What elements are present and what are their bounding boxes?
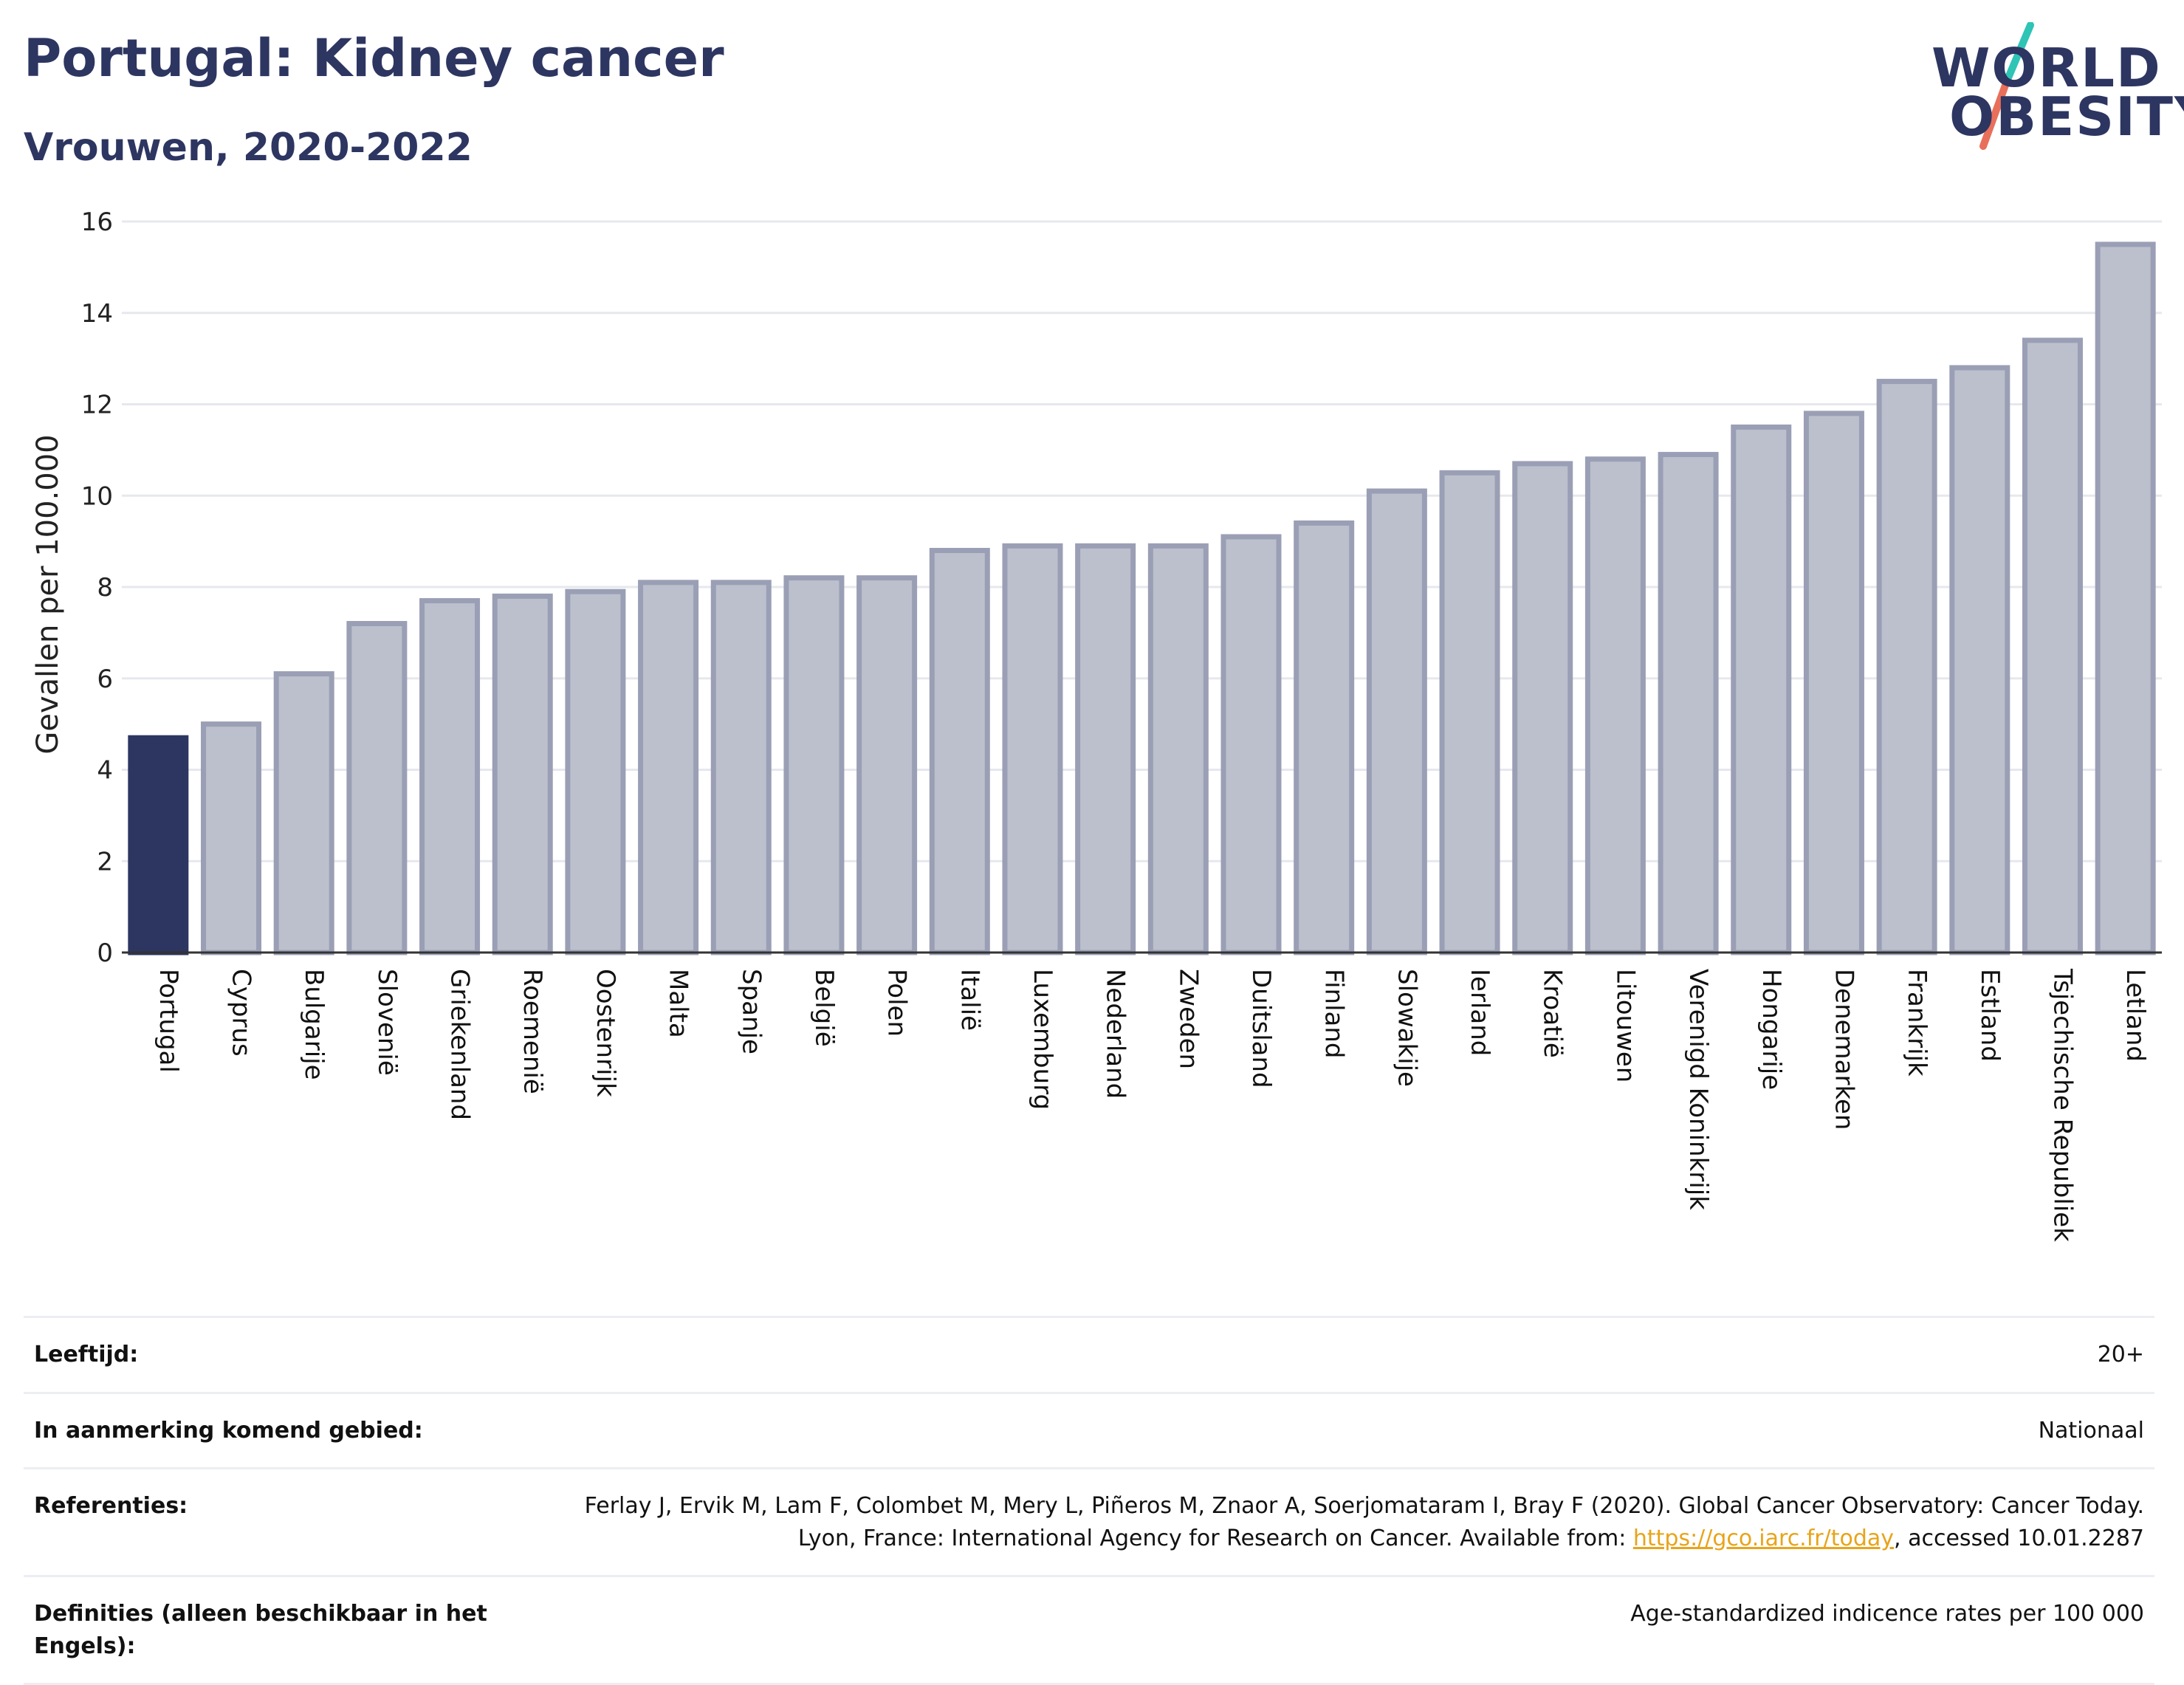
- meta-value: 20+: [2097, 1342, 2144, 1367]
- x-tick-label: Slowakije: [1392, 969, 1421, 1087]
- x-tick-label: Tsjechische Republiek: [2047, 968, 2077, 1242]
- meta-value: Age-standardized indicence rates per 100…: [1630, 1601, 2144, 1627]
- bar-spanje: [710, 580, 772, 955]
- bar-kroatië: [1512, 461, 1573, 955]
- meta-label: In aanmerking komend gebied:: [34, 1417, 423, 1444]
- meta-value: Nationaal: [2038, 1417, 2144, 1444]
- meta-label: Leeftijd:: [34, 1342, 139, 1367]
- world-obesity-logo: WORLD OBESITY: [1920, 22, 2184, 155]
- reference-accessed: , accessed 10.01.2287: [1894, 1525, 2144, 1551]
- bar-duitsland: [1220, 534, 1282, 955]
- y-tick-label: 6: [97, 665, 113, 694]
- reference-link[interactable]: https://gco.iarc.fr/today: [1632, 1525, 1895, 1551]
- x-axis-labels: Portugal Cyprus Bulgarije Slovenië Griekenla…: [154, 968, 2150, 1242]
- x-tick-label: Finland: [1319, 969, 1349, 1059]
- bar-cyprus: [201, 721, 262, 955]
- bar-slowakije: [1366, 488, 1427, 955]
- bar-hongarije: [1731, 424, 1792, 955]
- x-tick-label: Portugal: [154, 969, 183, 1073]
- x-tick-label: Spanje: [736, 969, 766, 1054]
- bar-estland: [1949, 365, 2010, 955]
- x-tick-label: Roemenië: [518, 969, 547, 1094]
- x-tick-label: Duitsland: [1246, 969, 1276, 1088]
- y-axis-title: Gevallen per 100.000: [31, 434, 65, 754]
- x-tick-label: Luxemburg: [1028, 969, 1057, 1110]
- x-tick-label: Kroatië: [1538, 969, 1567, 1058]
- bar-slovenië: [346, 621, 408, 955]
- y-tick-label: 16: [81, 207, 113, 237]
- x-tick-label: Griekenland: [445, 969, 475, 1120]
- y-tick-label: 0: [97, 938, 113, 968]
- y-tick-label: 12: [81, 391, 113, 420]
- meta-value: Ferlay J, Ervik M, Lam F, Colombet M, Me…: [564, 1490, 2144, 1554]
- bar-ierland: [1439, 470, 1500, 955]
- x-tick-label: Malta: [664, 969, 693, 1038]
- bar-chart: 0 2 4 6 8 10 12 14 16 Portugal Cyprus Bulgarije Slo…: [31, 207, 2162, 1242]
- x-tick-label: Frankrijk: [1902, 969, 1931, 1077]
- x-tick-label: Cyprus: [227, 969, 256, 1057]
- x-tick-label: Ierland: [1465, 969, 1494, 1056]
- bar-italië: [929, 548, 990, 955]
- x-tick-label: Slovenië: [372, 969, 402, 1076]
- meta-row-age: Leeftijd: 20+: [24, 1316, 2154, 1392]
- x-tick-label: Bulgarije: [299, 969, 329, 1080]
- bar-malta: [638, 580, 699, 955]
- logo-line-1: WORLD: [1931, 37, 2162, 99]
- page-subtitle: Vrouwen, 2020-2022: [24, 126, 473, 170]
- x-tick-label: Denemarken: [1829, 969, 1858, 1130]
- meta-row-area: In aanmerking komend gebied: Nationaal: [24, 1391, 2154, 1468]
- bar-belgië: [783, 575, 845, 955]
- x-tick-label: Estland: [1975, 969, 2005, 1062]
- x-tick-label: Italië: [955, 969, 984, 1031]
- bar-verenigd-koninkrijk: [1658, 452, 1719, 955]
- bar-bulgarije: [273, 671, 334, 955]
- bars: [128, 241, 2156, 955]
- x-tick-label: Nederland: [1101, 969, 1130, 1099]
- bar-oostenrijk: [565, 588, 626, 955]
- bar-portugal: [128, 735, 189, 955]
- bar-tsjechische-republiek: [2022, 337, 2083, 955]
- bar-nederland: [1075, 543, 1136, 955]
- meta-row-references: Referenties: Ferlay J, Ervik M, Lam F, C…: [24, 1467, 2154, 1575]
- page-title: Portugal: Kidney cancer: [24, 28, 724, 89]
- bar-frankrijk: [1876, 379, 1937, 955]
- logo-line-2: OBESITY: [1949, 86, 2184, 148]
- meta-label: Definities (alleen beschikbaar in het En…: [34, 1601, 487, 1659]
- bar-luxemburg: [1002, 543, 1063, 955]
- y-tick-label: 14: [81, 299, 113, 329]
- bar-denemarken: [1803, 411, 1864, 955]
- x-tick-label: Hongarije: [1757, 969, 1786, 1090]
- y-tick-label: 4: [97, 756, 113, 786]
- bar-polen: [856, 575, 918, 955]
- bar-finland: [1294, 520, 1355, 955]
- reference-text: Ferlay J, Ervik M, Lam F, Colombet M, Me…: [584, 1493, 2144, 1551]
- x-tick-label: Oostenrijk: [591, 969, 620, 1097]
- y-axis-ticks: 0 2 4 6 8 10 12 14 16: [81, 207, 113, 968]
- bar-letland: [2095, 241, 2156, 955]
- metadata-table: Leeftijd: 20+ In aanmerking komend gebie…: [24, 1316, 2154, 1685]
- y-tick-label: 8: [97, 573, 113, 603]
- x-tick-label: Polen: [882, 969, 912, 1037]
- y-tick-label: 2: [97, 847, 113, 876]
- bar-litouwen: [1584, 456, 1646, 955]
- bar-griekenland: [419, 598, 481, 955]
- x-tick-label: Verenigd Koninkrijk: [1683, 969, 1713, 1210]
- bar-roemenië: [492, 593, 553, 955]
- x-tick-label: Letland: [2121, 969, 2150, 1062]
- x-tick-label: Zweden: [1173, 969, 1203, 1069]
- x-tick-label: België: [809, 969, 839, 1047]
- x-tick-label: Litouwen: [1610, 969, 1640, 1082]
- meta-row-definitions: Definities (alleen beschikbaar in het En…: [24, 1575, 2154, 1685]
- meta-label: Referenties:: [34, 1493, 188, 1519]
- logo-slash-icon: [1979, 22, 2034, 150]
- bar-zweden: [1147, 543, 1209, 955]
- y-tick-label: 10: [81, 481, 113, 511]
